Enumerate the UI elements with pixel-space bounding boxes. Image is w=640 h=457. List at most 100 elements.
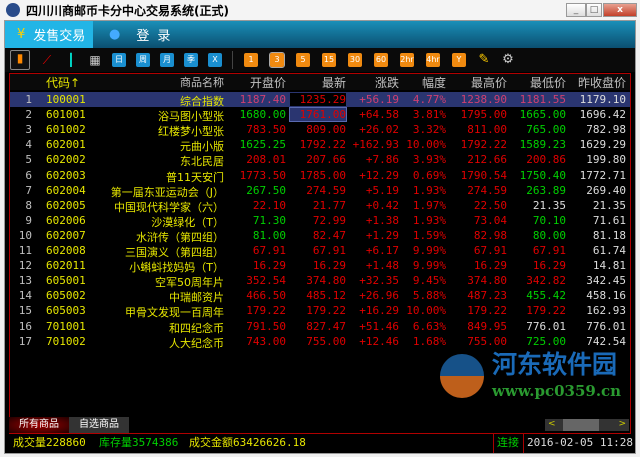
table-row[interactable]: 16 701001 和四纪念币 791.50 827.47 +51.46 6.63% 849.… [10, 319, 630, 335]
table-row[interactable]: 5 602002 东北民居 208.01 207.66 +7.86 3.93% 212.66 2… [10, 152, 630, 168]
header-name[interactable]: 商品名称 [180, 76, 224, 89]
last-price: 485.12 [306, 289, 346, 303]
main-window: ¥ 发售交易 ● 登录 ▮ ⟋ ┃ ▦ 日周月季 X 1 3 5 15 30 60 2hr 4hr Y ✎ ⚙ … [4, 20, 636, 454]
high-price: 1792.22 [460, 138, 507, 152]
interval-button[interactable]: 5 [296, 53, 310, 67]
table-row[interactable]: 12 602011 小蝌蚪找妈妈（T） 16.29 16.29 +1.48 9.99% 16.… [10, 258, 630, 274]
open-price: 1680.00 [239, 108, 286, 122]
interval-button[interactable]: 60 [374, 53, 388, 67]
high-price: 179.22 [467, 304, 507, 318]
high-price: 1238.90 [460, 93, 507, 106]
table-row[interactable]: 17 701002 人大纪念币 743.00 755.00 +12.46 1.68% 755.… [10, 334, 630, 350]
interval-button[interactable]: 15 [322, 53, 336, 67]
table-row[interactable]: 13 605001 空军50周年片 352.54 374.80 +32.35 9.45% 37… [10, 273, 630, 289]
interval-button[interactable]: 4hr [426, 53, 440, 67]
maximize-button[interactable]: □ [586, 3, 602, 17]
header-code[interactable]: 代码↑ [46, 76, 81, 90]
prev-close: 1629.29 [579, 138, 626, 152]
open-price: 743.00 [246, 334, 286, 348]
interval-button[interactable]: Y [452, 53, 466, 67]
row-number: 4 [25, 138, 32, 152]
bar-chart-icon[interactable]: ▮ [10, 50, 30, 70]
gear-icon[interactable]: ⚙ [502, 52, 514, 67]
table-row[interactable]: 11 602008 三国演义（第四组） 67.91 67.91 +6.17 9.99% 67.… [10, 243, 630, 259]
open-price: 16.29 [252, 259, 286, 273]
period-button[interactable]: X [208, 53, 222, 67]
table-row[interactable]: 6 602003 普11天安门 1773.50 1785.00 +12.29 0.69% 17… [10, 168, 630, 184]
last-price: 16.29 [312, 259, 346, 273]
header-amplitude[interactable]: 幅度 [421, 76, 446, 90]
last-price: 21.77 [312, 198, 346, 212]
header-change[interactable]: 涨跌 [374, 76, 399, 90]
prev-close: 14.81 [592, 259, 626, 273]
header-low-price[interactable]: 最低价 [529, 76, 566, 90]
name: 水浒传（第四组） [136, 230, 224, 244]
table-row[interactable]: 8 602005 中国现代科学家（六） 22.10 21.77 +0.42 1.97% 22.… [10, 198, 630, 214]
scroll-left-icon[interactable]: < [548, 419, 556, 429]
row-number: 6 [25, 168, 32, 182]
tab-all-goods[interactable]: 所有商品 [9, 417, 69, 433]
table-row[interactable]: 2 601001 浴马图小型张 1680.00 1761.00 +64.58 3.81% 17… [10, 107, 630, 123]
prev-close: 776.01 [586, 319, 626, 333]
row-number: 5 [25, 153, 32, 167]
last-price: 827.47 [306, 319, 346, 333]
amplitude: 3.93% [412, 153, 446, 167]
table-row[interactable]: 1 100001 综合指数 1187.40 1235.29 +56.19 4.77% 1238… [10, 92, 630, 108]
high-price: 1795.00 [460, 108, 507, 122]
header-open-price[interactable]: 开盘价 [249, 76, 286, 90]
name: 沙漠绿化（T） [151, 215, 224, 229]
table-row[interactable]: 7 602004 第一届东亚运动会（J） 267.50 274.59 +5.19 1.93%… [10, 183, 630, 199]
horizontal-scrollbar[interactable]: < > [545, 419, 629, 431]
nav-bar: ¥ 发售交易 ● 登录 [5, 21, 635, 48]
tab-favorites[interactable]: 自选商品 [69, 417, 129, 433]
period-button[interactable]: 周 [136, 53, 150, 67]
period-button[interactable]: 日 [112, 53, 126, 67]
minimize-button[interactable]: _ [566, 3, 586, 17]
name: 甲骨文发现一百周年 [125, 306, 224, 320]
high-price: 212.66 [467, 153, 507, 167]
prev-close: 269.40 [586, 183, 626, 197]
header-prev-close[interactable]: 昨收盘价 [577, 76, 626, 90]
code: 602004 [46, 183, 86, 197]
high-price: 849.95 [467, 319, 507, 333]
row-number: 7 [25, 183, 32, 197]
low-price: 67.91 [532, 244, 566, 257]
candlestick-icon[interactable]: ┃ [67, 53, 75, 67]
low-price: 1589.23 [519, 138, 566, 152]
window-title: 四川川商邮币卡分中心交易系统(正式) [26, 3, 229, 18]
name: 第一届东亚运动会（J） [110, 185, 224, 199]
close-button[interactable]: x [603, 3, 637, 17]
row-number: 15 [18, 304, 32, 318]
header-last-price[interactable]: 最新 [321, 76, 346, 90]
code: 701001 [46, 319, 86, 333]
period-button[interactable]: 季 [184, 53, 198, 67]
scroll-thumb[interactable] [563, 419, 599, 431]
interval-button[interactable]: 1 [244, 53, 258, 67]
line-chart-icon[interactable]: ⟋ [42, 53, 52, 67]
table-row[interactable]: 4 602001 元曲小版 1625.25 1792.22 +162.93 10.00% 17… [10, 137, 630, 153]
interval-button[interactable]: 30 [348, 53, 362, 67]
change: +51.46 [359, 319, 399, 333]
prev-close: 782.98 [586, 123, 626, 137]
last-price: 72.99 [312, 213, 346, 227]
tab-login[interactable]: ● 登录 [97, 21, 187, 48]
code: 605003 [46, 304, 86, 318]
table-row[interactable]: 3 601002 红楼梦小型张 783.50 809.00 +26.02 3.32% 811.… [10, 122, 630, 138]
table-row[interactable]: 10 602007 水浒传（第四组） 81.00 82.47 +1.29 1.59% 82.9… [10, 228, 630, 244]
table-row[interactable]: 9 602006 沙漠绿化（T） 71.30 72.99 +1.38 1.93% 73.04 7… [10, 213, 630, 229]
amplitude: 10.00% [406, 304, 446, 318]
header-high-price[interactable]: 最高价 [470, 76, 507, 90]
interval-button[interactable]: 3 [269, 52, 285, 68]
period-button[interactable]: 月 [160, 53, 174, 67]
row-number: 3 [25, 123, 32, 137]
row-number: 9 [25, 213, 32, 227]
scroll-right-icon[interactable]: > [618, 419, 626, 429]
calendar-icon[interactable]: ▦ [89, 53, 101, 67]
open-price: 1773.50 [239, 168, 286, 182]
tab-sell-trade[interactable]: ¥ 发售交易 [5, 21, 93, 48]
table-row[interactable]: 15 605003 甲骨文发现一百周年 179.22 179.22 +16.29 10.00… [10, 303, 630, 320]
amplitude: 1.68% [412, 334, 446, 348]
note-icon[interactable]: ✎ [478, 52, 490, 67]
table-row[interactable]: 14 605002 中瑞邮资片 466.50 485.12 +26.96 5.88% 487.… [10, 288, 630, 304]
interval-button[interactable]: 2hr [400, 53, 414, 67]
